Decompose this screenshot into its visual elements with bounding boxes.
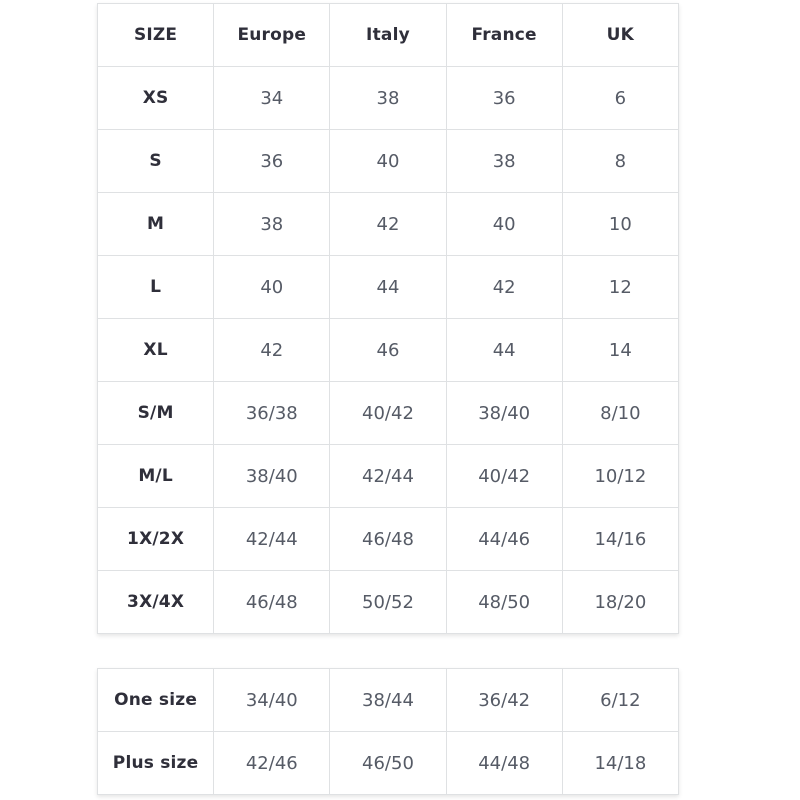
size-label-cell: M/L [96, 444, 215, 508]
value-cell-italy: 38 [329, 66, 447, 130]
size-conversion-table-header: SIZE Europe Italy France UK [96, 3, 680, 67]
size-label-cell: 1X/2X [96, 507, 215, 571]
value-cell-france: 36/42 [445, 668, 563, 732]
value-cell-europe: 40 [213, 255, 331, 319]
table-row-1x-2x: 1X/2X 42/44 46/48 44/46 14/16 [96, 507, 680, 571]
size-conversion-table: SIZE Europe Italy France UK XS 34 38 36 … [96, 3, 680, 634]
value-cell-italy: 46 [329, 318, 447, 382]
column-header-italy: Italy [329, 3, 447, 67]
value-cell-europe: 42/46 [213, 731, 331, 795]
value-cell-italy: 46/48 [329, 507, 447, 571]
size-label-cell: One size [96, 668, 215, 732]
value-cell-france: 48/50 [445, 570, 563, 634]
table-row-l: L 40 44 42 12 [96, 255, 680, 319]
value-cell-uk: 8/10 [561, 381, 680, 445]
value-cell-uk: 14/16 [561, 507, 680, 571]
table-row-s-m: S/M 36/38 40/42 38/40 8/10 [96, 381, 680, 445]
value-cell-europe: 34 [213, 66, 331, 130]
value-cell-uk: 10/12 [561, 444, 680, 508]
value-cell-europe: 46/48 [213, 570, 331, 634]
value-cell-italy: 40/42 [329, 381, 447, 445]
value-cell-uk: 8 [561, 129, 680, 193]
value-cell-uk: 12 [561, 255, 680, 319]
size-label-cell: M [96, 192, 215, 256]
column-header-uk: UK [561, 3, 680, 67]
value-cell-europe: 42 [213, 318, 331, 382]
value-cell-europe: 38/40 [213, 444, 331, 508]
table-row-plus-size: Plus size 42/46 46/50 44/48 14/18 [96, 731, 680, 795]
value-cell-europe: 38 [213, 192, 331, 256]
table-row-m-l: M/L 38/40 42/44 40/42 10/12 [96, 444, 680, 508]
value-cell-italy: 42/44 [329, 444, 447, 508]
size-label-cell: 3X/4X [96, 570, 215, 634]
value-cell-europe: 36/38 [213, 381, 331, 445]
value-cell-italy: 38/44 [329, 668, 447, 732]
value-cell-france: 36 [445, 66, 563, 130]
value-cell-italy: 46/50 [329, 731, 447, 795]
value-cell-italy: 44 [329, 255, 447, 319]
table-row-s: S 36 40 38 8 [96, 129, 680, 193]
special-sizes-table-body: One size 34/40 38/44 36/42 6/12 Plus siz… [96, 668, 680, 795]
size-label-cell: XL [96, 318, 215, 382]
size-label-cell: L [96, 255, 215, 319]
table-row-3x-4x: 3X/4X 46/48 50/52 48/50 18/20 [96, 570, 680, 634]
value-cell-france: 38/40 [445, 381, 563, 445]
value-cell-france: 44/48 [445, 731, 563, 795]
table-header-row: SIZE Europe Italy France UK [96, 3, 680, 67]
table-row-one-size: One size 34/40 38/44 36/42 6/12 [96, 668, 680, 732]
value-cell-europe: 36 [213, 129, 331, 193]
value-cell-italy: 42 [329, 192, 447, 256]
value-cell-uk: 6/12 [561, 668, 680, 732]
value-cell-europe: 42/44 [213, 507, 331, 571]
size-conversion-table-body: XS 34 38 36 6 S 36 40 38 8 M 38 42 40 10 [96, 66, 680, 634]
value-cell-france: 44/46 [445, 507, 563, 571]
table-row-m: M 38 42 40 10 [96, 192, 680, 256]
value-cell-uk: 10 [561, 192, 680, 256]
size-label-cell: XS [96, 66, 215, 130]
value-cell-france: 38 [445, 129, 563, 193]
table-gap [97, 634, 800, 668]
special-sizes-table: One size 34/40 38/44 36/42 6/12 Plus siz… [96, 668, 680, 795]
column-header-size: SIZE [96, 3, 215, 67]
value-cell-italy: 40 [329, 129, 447, 193]
value-cell-uk: 14/18 [561, 731, 680, 795]
column-header-france: France [445, 3, 563, 67]
size-label-cell: Plus size [96, 731, 215, 795]
value-cell-uk: 18/20 [561, 570, 680, 634]
size-label-cell: S/M [96, 381, 215, 445]
value-cell-uk: 6 [561, 66, 680, 130]
value-cell-france: 40/42 [445, 444, 563, 508]
table-row-xl: XL 42 46 44 14 [96, 318, 680, 382]
value-cell-italy: 50/52 [329, 570, 447, 634]
value-cell-france: 44 [445, 318, 563, 382]
value-cell-uk: 14 [561, 318, 680, 382]
column-header-europe: Europe [213, 3, 331, 67]
value-cell-france: 40 [445, 192, 563, 256]
table-row-xs: XS 34 38 36 6 [96, 66, 680, 130]
value-cell-europe: 34/40 [213, 668, 331, 732]
value-cell-france: 42 [445, 255, 563, 319]
size-label-cell: S [96, 129, 215, 193]
